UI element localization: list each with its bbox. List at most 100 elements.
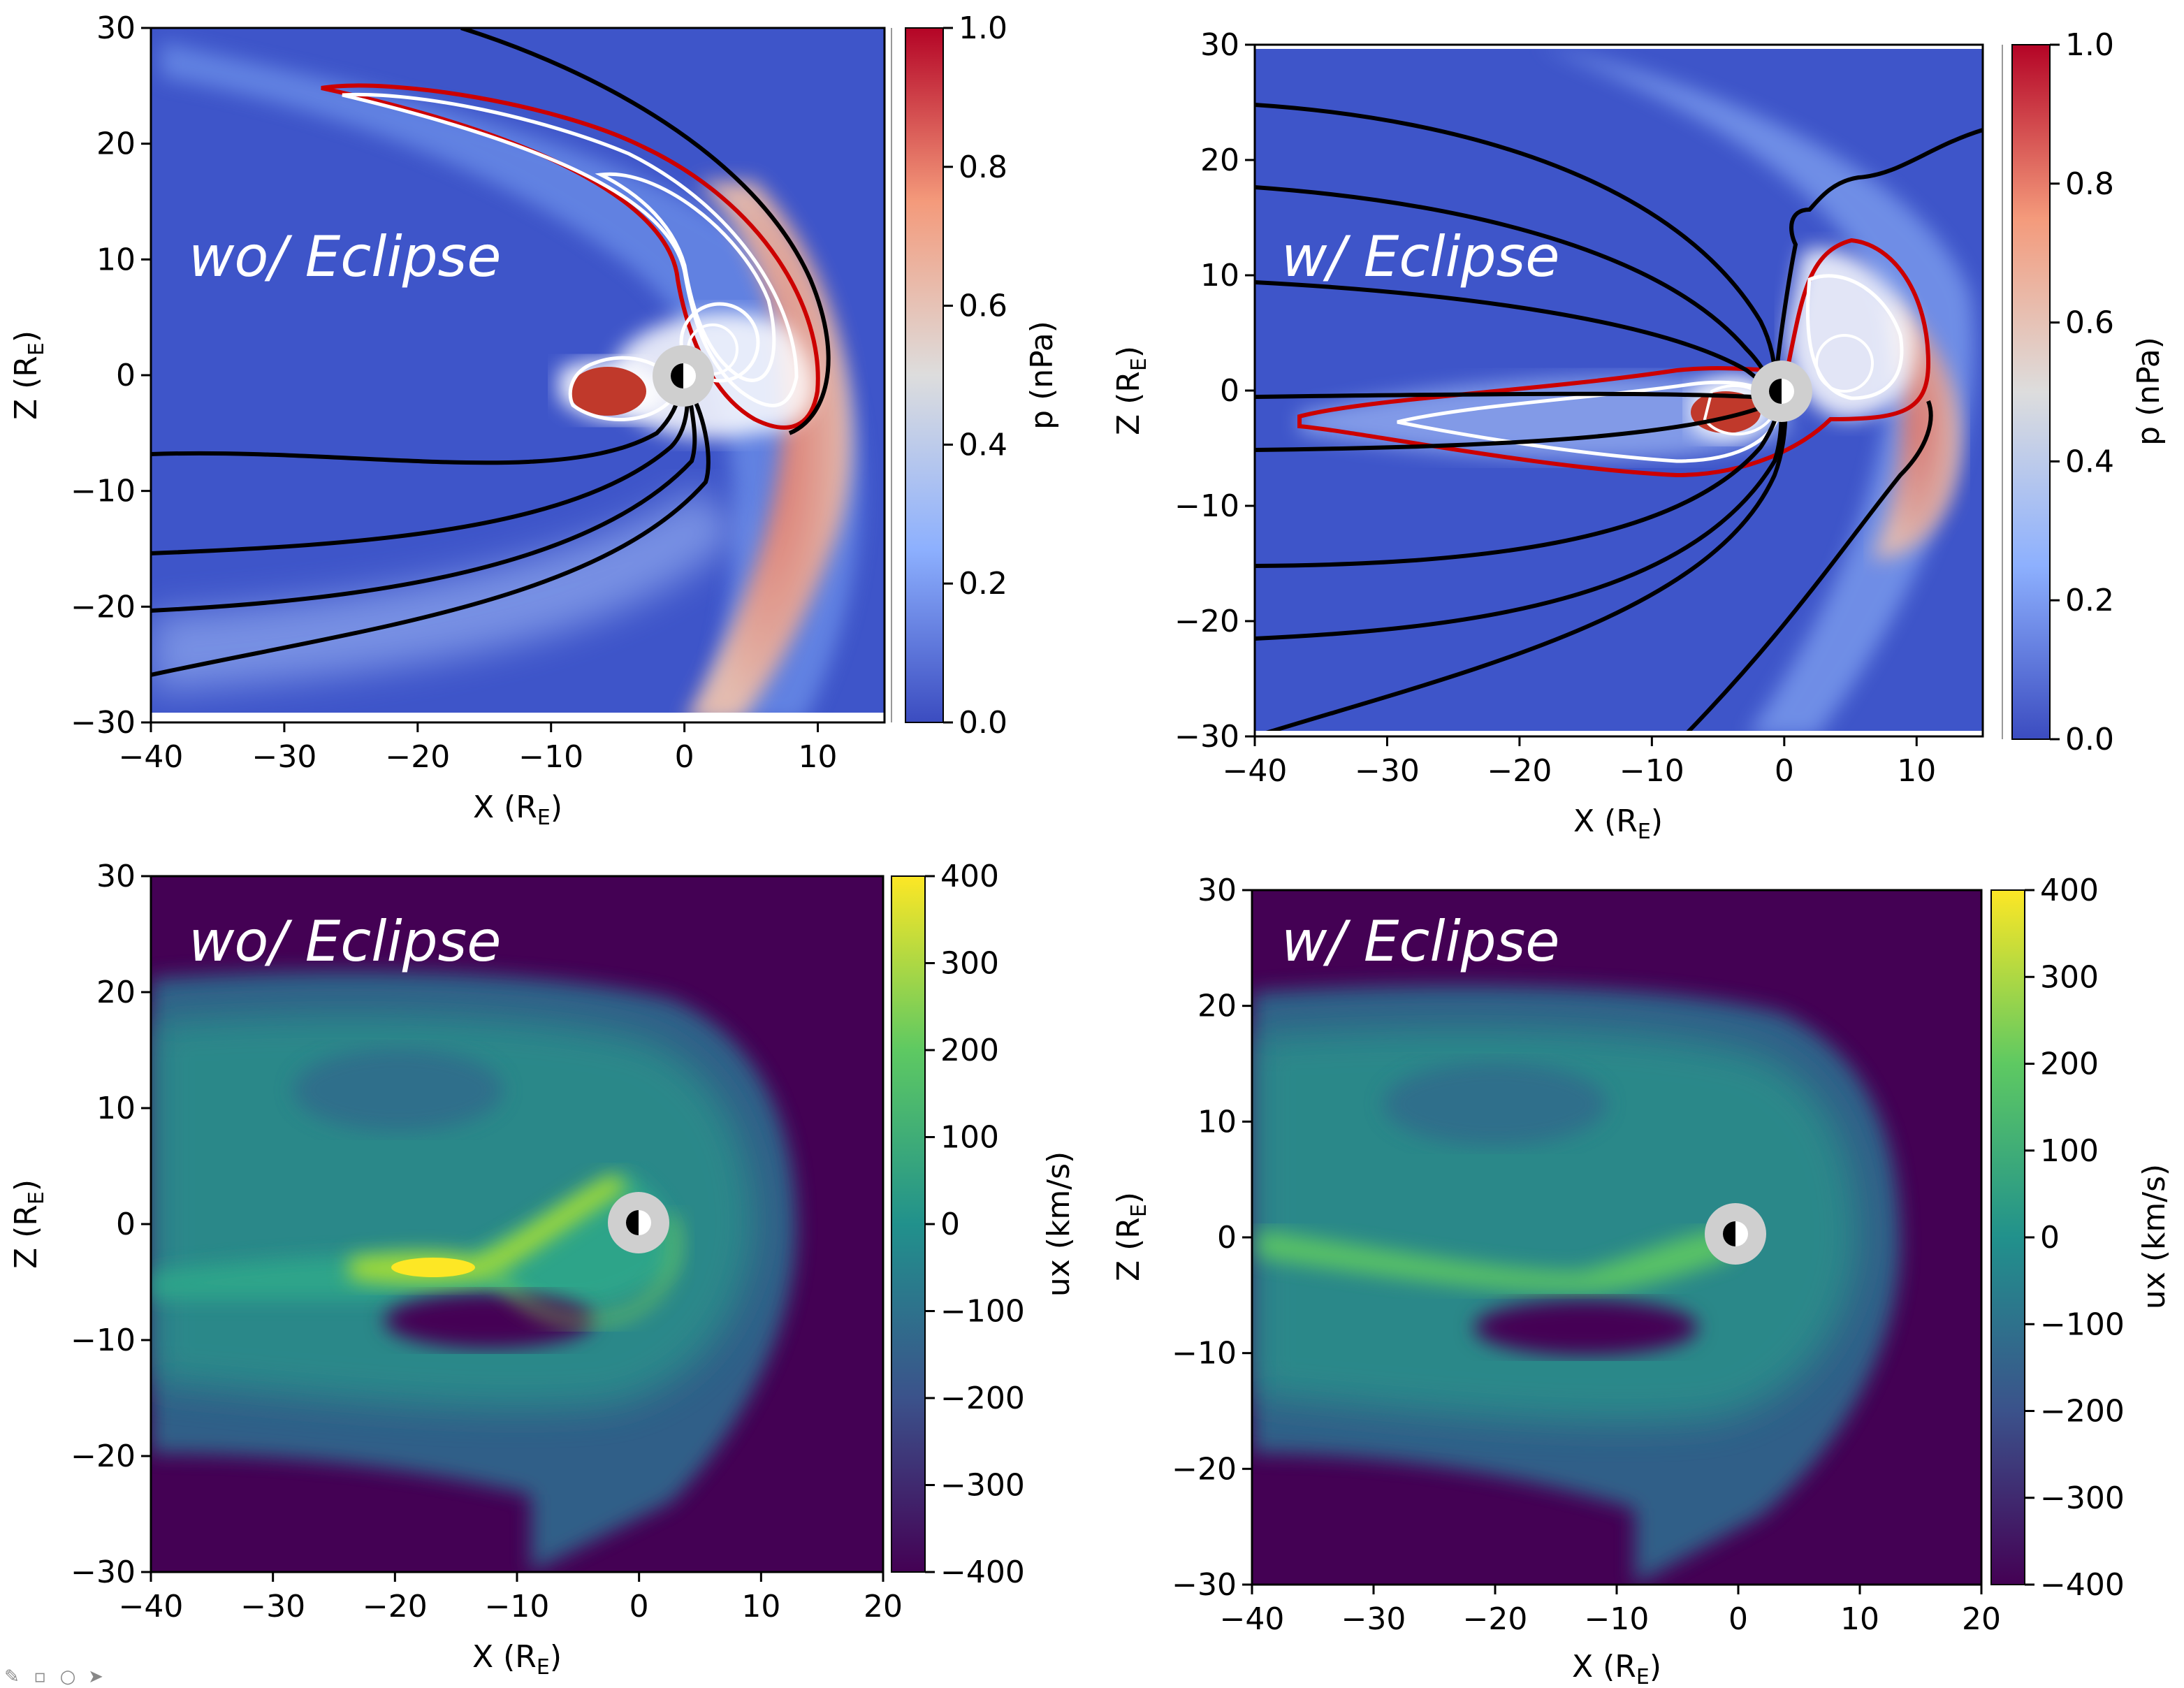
panel-title-p2: wo/ Eclipse xyxy=(189,909,501,974)
colorbar-tick-label: −200 xyxy=(940,1381,1025,1416)
colorbar-p1 xyxy=(2011,44,2051,740)
y-axis-label-p2: Z (RE) xyxy=(8,1179,49,1269)
y-axis-label-p0: Z (RE) xyxy=(8,330,49,420)
colorbar-tick-label: 0.2 xyxy=(2065,583,2114,618)
colorbar-tick-label: 0.4 xyxy=(959,427,1007,463)
colorbar-tick-label: 0.0 xyxy=(2065,722,2114,757)
field-lines-wo xyxy=(151,28,831,677)
x-tick-label: 0 xyxy=(629,1589,649,1624)
x-tick-label: 0 xyxy=(1728,1601,1748,1637)
y-tick-label: 30 xyxy=(96,10,136,46)
panel-title-p1: w/ Eclipse xyxy=(1281,224,1559,289)
colorbar-tick-label: −200 xyxy=(2040,1394,2125,1429)
x-tick-label: −10 xyxy=(518,739,583,775)
colorbar-tick-label: 0.6 xyxy=(959,289,1007,324)
comment-icon[interactable]: ▫ xyxy=(34,1666,46,1687)
x-ticks-p2: −40 −30 −20 −10 0 10 20 xyxy=(119,1572,903,1624)
colorbar-label-p2: ux (km/s) xyxy=(1041,1151,1077,1297)
colorbar-tick-label: 100 xyxy=(2040,1133,2099,1169)
x-tick-label: 20 xyxy=(864,1589,903,1624)
colorbar-tick-label: 1.0 xyxy=(959,10,1007,46)
colorbar-p3 xyxy=(1990,889,2025,1585)
colorbar-tick-label: −100 xyxy=(940,1294,1025,1330)
colorbar-tick-label: −300 xyxy=(940,1468,1025,1504)
colorbar-tick-label: −100 xyxy=(2040,1307,2125,1342)
x-axis-label-p0: X (RE) xyxy=(473,790,562,830)
pencil-icon[interactable]: ✎ xyxy=(4,1666,20,1687)
y-tick-label: −10 xyxy=(71,1323,136,1358)
colorbar-tick-label: 100 xyxy=(940,1120,999,1156)
earth-marker-p1 xyxy=(1751,361,1812,422)
earth-marker-p0 xyxy=(653,345,714,407)
x-tick-label: −20 xyxy=(1487,753,1552,789)
earth-marker-p2 xyxy=(608,1192,669,1253)
colorbar-p0 xyxy=(905,27,944,723)
chat-icon[interactable]: ○ xyxy=(59,1666,76,1687)
y-tick-label: 0 xyxy=(116,358,136,393)
y-tick-label: 20 xyxy=(96,126,136,162)
y-tick-label: 0 xyxy=(1220,373,1239,409)
colorbar-tick-label: 300 xyxy=(940,946,999,982)
x-tick-label: 0 xyxy=(675,739,694,775)
y-axis-label-p1: Z (RE) xyxy=(1111,346,1151,435)
colorbar-tick-label: 400 xyxy=(940,859,999,894)
panel-title-p0: wo/ Eclipse xyxy=(189,224,501,289)
y-tick-label: −20 xyxy=(1172,1451,1237,1487)
x-tick-label: 10 xyxy=(799,739,838,775)
colorbar-ticks-p2: 400 300 200 100 0 −100 −200 −300 −400 xyxy=(925,859,1025,1590)
y-axis-label-p3: Z (RE) xyxy=(1111,1192,1151,1281)
x-tick-label: 0 xyxy=(1775,753,1794,789)
x-tick-label: −30 xyxy=(1341,1601,1406,1637)
colorbar-p2 xyxy=(891,875,926,1573)
x-tick-label: −30 xyxy=(1355,753,1420,789)
pressure-heatmap-wo xyxy=(151,28,884,722)
x-tick-label: −10 xyxy=(485,1589,550,1624)
pressure-heatmap-w xyxy=(1255,45,1983,736)
x-tick-label: −40 xyxy=(1223,753,1288,789)
x-tick-label: −30 xyxy=(252,739,316,775)
y-tick-label: −20 xyxy=(1174,604,1239,639)
panel-ux-w-eclipse: w/ Eclipse −40 −30 −20 −10 0 10 20 3020100−10−… xyxy=(1111,873,2172,1688)
ux-heatmap-w xyxy=(1252,890,1981,1585)
colorbar-tick-label: 0.4 xyxy=(2065,444,2114,479)
colorbar-tick-label: −400 xyxy=(940,1555,1025,1590)
y-tick-label: 10 xyxy=(96,242,136,277)
earth-marker-p3 xyxy=(1705,1203,1766,1265)
x-tick-label: 10 xyxy=(1840,1601,1879,1637)
colorbar-label-p0: p (nPa) xyxy=(1024,321,1060,430)
y-tick-label: 0 xyxy=(1217,1220,1237,1256)
y-tick-label: −10 xyxy=(1172,1336,1237,1372)
colorbar-label-p3: ux (km/s) xyxy=(2136,1164,2172,1309)
colorbar-label-p1: p (nPa) xyxy=(2131,337,2167,446)
y-tick-label: 10 xyxy=(1197,1104,1237,1140)
y-tick-label: −30 xyxy=(1172,1567,1237,1603)
panel-pressure-w-eclipse: w/ Eclipse −40 −30 −20 −10 0 10 3020100−10−20… xyxy=(1111,27,2167,844)
y-tick-label: 0 xyxy=(116,1207,136,1242)
x-axis-label-p1: X (RE) xyxy=(1573,803,1663,844)
forward-arrow-icon[interactable]: ➤ xyxy=(88,1666,103,1687)
y-tick-label: 20 xyxy=(1197,989,1237,1024)
y-ticks-p2: 30 20 10 0 −10 −20 −30 xyxy=(71,859,151,1590)
colorbar-tick-label: 0.8 xyxy=(2065,166,2114,202)
colorbar-tick-label: 0.6 xyxy=(2065,305,2114,341)
colorbar-tick-label: 0 xyxy=(2040,1220,2060,1256)
colorbar-tick-label: 0.0 xyxy=(959,705,1007,741)
y-tick-label: −30 xyxy=(1174,719,1239,755)
y-ticks-p3: 30 20 10 0 −10 −20 −30 xyxy=(1172,873,1252,1603)
colorbar-tick-label: −400 xyxy=(2040,1567,2125,1603)
colorbar-tick-label: 0.8 xyxy=(959,150,1007,185)
y-tick-label: 30 xyxy=(1200,27,1239,63)
x-tick-label: −40 xyxy=(119,739,184,775)
x-tick-label: −30 xyxy=(240,1589,305,1624)
x-tick-label: −20 xyxy=(363,1589,428,1624)
y-tick-label: 10 xyxy=(1200,258,1239,293)
colorbar-tick-label: 0.2 xyxy=(959,566,1007,602)
y-tick-label: 30 xyxy=(1197,873,1237,908)
y-ticks-p1: 30 20 10 0 −10 −20 −30 xyxy=(1174,27,1255,755)
panel-pressure-wo-eclipse: wo/ Eclipse −40 −30 −20 −10 0 10 3020100−10−2… xyxy=(8,10,1060,830)
x-tick-label: 10 xyxy=(741,1589,780,1624)
colorbar-ticks-p0: 1.0 0.8 0.6 0.4 0.2 0.0 xyxy=(943,10,1007,741)
colorbar-ticks-p3: 400 300 200 100 0 −100 −200 −300 −400 xyxy=(2025,873,2125,1603)
x-tick-label: 20 xyxy=(1962,1601,2001,1637)
y-tick-label: 30 xyxy=(96,859,136,894)
